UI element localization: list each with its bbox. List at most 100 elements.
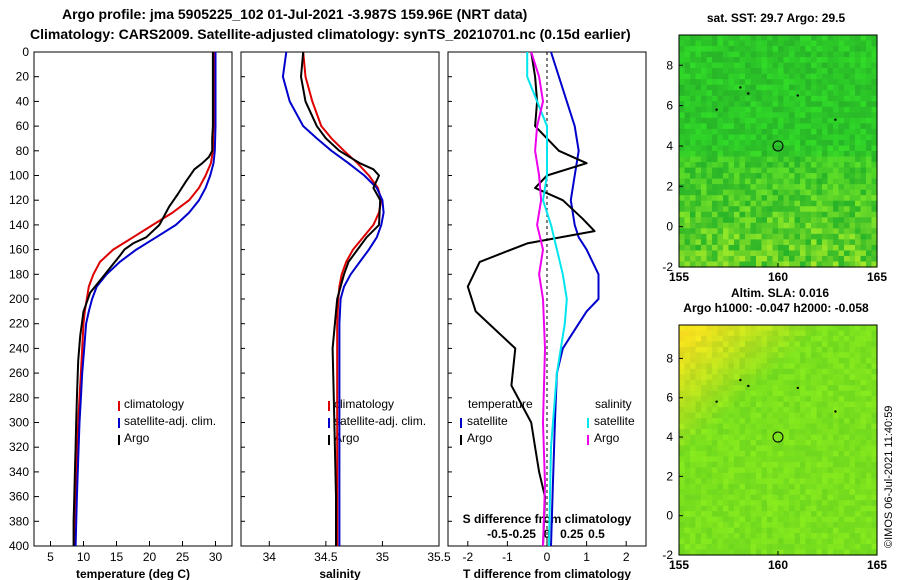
map-cell bbox=[783, 112, 790, 119]
map-cell bbox=[871, 412, 878, 419]
map-cell bbox=[860, 211, 867, 218]
map-cell bbox=[816, 412, 823, 419]
map-cell bbox=[838, 123, 845, 130]
map-cell bbox=[734, 390, 741, 397]
map-cell bbox=[778, 407, 785, 414]
map-cell bbox=[717, 134, 724, 141]
map-cell bbox=[805, 390, 812, 397]
map-cell bbox=[860, 145, 867, 152]
map-cell bbox=[833, 112, 840, 119]
map-cell bbox=[822, 184, 829, 191]
map-cell bbox=[849, 117, 856, 124]
map-cell bbox=[695, 538, 702, 545]
map-cell bbox=[866, 145, 873, 152]
map-cell bbox=[871, 233, 878, 240]
map-cell bbox=[827, 472, 834, 479]
map-cell bbox=[695, 478, 702, 485]
map-cell bbox=[789, 184, 796, 191]
map-cell bbox=[723, 40, 730, 47]
map-cell bbox=[778, 40, 785, 47]
map-cell bbox=[822, 68, 829, 75]
map-cell bbox=[717, 527, 724, 534]
map-cell bbox=[772, 250, 779, 257]
map-cell bbox=[794, 79, 801, 86]
map-cell bbox=[723, 423, 730, 430]
map-cell bbox=[822, 145, 829, 152]
map-cell bbox=[723, 46, 730, 53]
map-cell bbox=[811, 341, 818, 348]
map-cell bbox=[860, 106, 867, 113]
map-cell bbox=[844, 440, 851, 447]
map-cell bbox=[734, 228, 741, 235]
map-cell bbox=[816, 250, 823, 257]
map-cell bbox=[827, 206, 834, 213]
map-cell bbox=[800, 134, 807, 141]
map-cell bbox=[860, 461, 867, 468]
map-cell bbox=[712, 167, 719, 174]
map-cell bbox=[849, 101, 856, 108]
map-cell bbox=[866, 549, 873, 556]
map-cell bbox=[739, 261, 746, 268]
map-cell bbox=[728, 95, 735, 102]
y-tick-label: 300 bbox=[9, 416, 29, 430]
map-cell bbox=[706, 156, 713, 163]
map-cell bbox=[717, 112, 724, 119]
map-cell bbox=[794, 101, 801, 108]
map-cell bbox=[783, 407, 790, 414]
map-cell bbox=[717, 461, 724, 468]
map-cell bbox=[871, 51, 878, 58]
map-cell bbox=[761, 527, 768, 534]
map-cell bbox=[695, 62, 702, 69]
map-cell bbox=[849, 195, 856, 202]
map-cell bbox=[767, 500, 774, 507]
sla-map-title: Altim. SLA: 0.016 bbox=[731, 286, 829, 300]
map-cell bbox=[794, 533, 801, 540]
map-cell bbox=[717, 101, 724, 108]
map-cell bbox=[871, 167, 878, 174]
map-cell bbox=[761, 341, 768, 348]
map-cell bbox=[767, 527, 774, 534]
map-cell bbox=[679, 128, 686, 136]
map-cell bbox=[750, 90, 757, 97]
map-cell bbox=[756, 500, 763, 507]
map-cell bbox=[701, 500, 708, 507]
map-cell bbox=[767, 472, 774, 479]
map-cell bbox=[822, 407, 829, 414]
map-cell bbox=[728, 368, 735, 375]
map-cell bbox=[778, 423, 785, 430]
map-cell bbox=[690, 112, 697, 119]
map-cell bbox=[684, 79, 691, 86]
map-cell bbox=[778, 483, 785, 490]
map-cell bbox=[833, 390, 840, 397]
map-cell bbox=[745, 145, 752, 152]
map-cell bbox=[712, 511, 719, 518]
map-cell bbox=[712, 357, 719, 364]
map-cell bbox=[844, 533, 851, 540]
map-cell bbox=[838, 357, 845, 364]
map-cell bbox=[706, 544, 713, 551]
map-cell bbox=[745, 101, 752, 108]
map-cell bbox=[811, 73, 818, 80]
map-cell bbox=[833, 407, 840, 414]
map-cell bbox=[838, 178, 845, 185]
map-cell bbox=[734, 330, 741, 337]
map-cell bbox=[734, 178, 741, 185]
map-cell bbox=[706, 73, 713, 80]
map-cell bbox=[816, 134, 823, 141]
map-cell bbox=[772, 222, 779, 229]
map-cell bbox=[855, 57, 862, 64]
map-cell bbox=[805, 35, 812, 42]
map-cell bbox=[690, 128, 697, 136]
map-cell bbox=[745, 505, 752, 512]
map-cell bbox=[833, 478, 840, 485]
map-cell bbox=[805, 445, 812, 452]
map-cell bbox=[871, 374, 878, 381]
map-cell bbox=[739, 412, 746, 419]
map-cell bbox=[844, 35, 851, 42]
map-cell bbox=[717, 189, 724, 196]
map-cell bbox=[871, 445, 878, 452]
map-cell bbox=[866, 522, 873, 529]
map-cell bbox=[767, 538, 774, 545]
map-cell bbox=[684, 62, 691, 69]
map-cell bbox=[695, 35, 702, 42]
